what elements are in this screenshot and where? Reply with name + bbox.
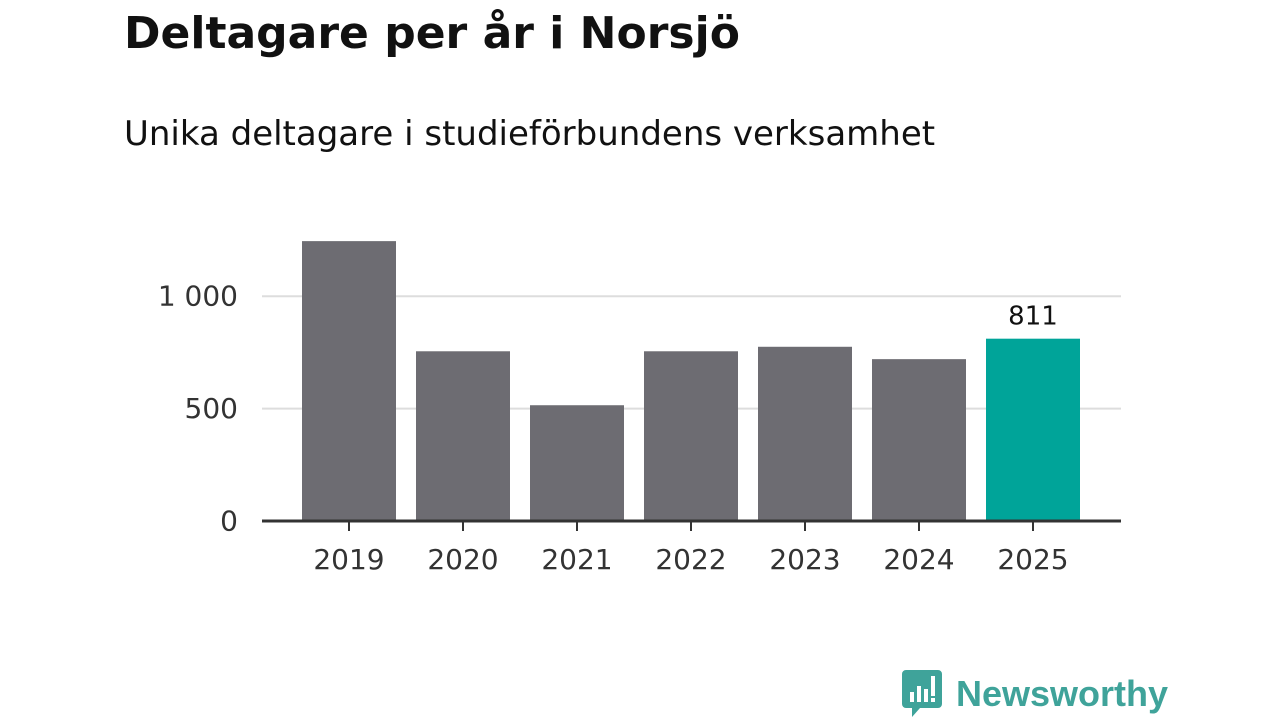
data-label: 811 [1008,302,1058,332]
bar-2024 [872,359,966,521]
x-tick-label: 2024 [883,543,954,576]
bar-2022 [644,351,738,521]
x-tick-label: 2020 [427,543,498,576]
y-tick-label: 1 000 [158,280,238,313]
bar-2023 [758,346,852,521]
chart-subtitle: Unika deltagare i studieförbundens verks… [124,114,936,154]
y-tick-label: 500 [185,392,238,425]
x-tick-label: 2022 [655,543,726,576]
bar-2019 [302,241,396,521]
newsworthy-logo-icon [902,670,942,717]
bar-2020 [416,351,510,521]
brand-name: Newsworthy [956,673,1169,714]
x-tick-label: 2023 [769,543,840,576]
brand-logo: Newsworthy [902,670,1168,718]
x-tick-label: 2019 [313,543,384,576]
bar-2021 [530,405,624,521]
bar-2025 [986,338,1080,521]
chart-title: Deltagare per år i Norsjö [124,8,740,59]
x-tick-label: 2025 [997,543,1068,576]
x-tick-label: 2021 [541,543,612,576]
y-tick-label: 0 [220,505,238,538]
